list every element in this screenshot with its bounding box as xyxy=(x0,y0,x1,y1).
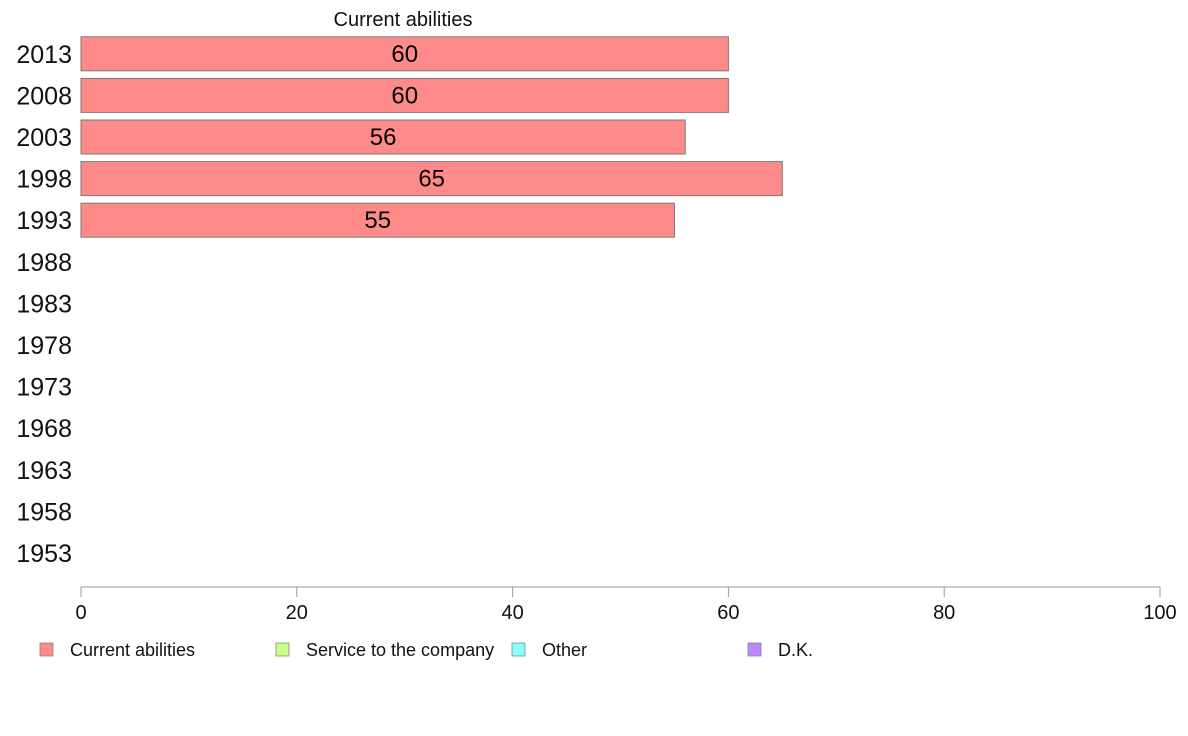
y-tick-label: 1978 xyxy=(16,332,72,360)
data-label: 60 xyxy=(391,82,418,109)
y-tick-label: 1968 xyxy=(16,415,72,443)
y-tick-label: 2003 xyxy=(16,124,72,152)
x-tick-label: 0 xyxy=(75,602,86,624)
legend-label: D.K. xyxy=(778,640,813,660)
legend-swatch xyxy=(511,642,526,657)
legend-swatch xyxy=(39,642,54,657)
data-labels: 60 60 56 65 55 xyxy=(364,41,445,234)
x-tick-label: 60 xyxy=(717,602,739,624)
legend: Current abilities Service to the company O… xyxy=(39,640,813,660)
y-tick-label: 1993 xyxy=(16,207,72,235)
bar xyxy=(80,36,729,72)
series-title: Current abilities xyxy=(334,9,473,31)
y-tick-label: 1973 xyxy=(16,374,72,402)
x-tick-label: 80 xyxy=(933,602,955,624)
bar xyxy=(80,202,675,238)
y-tick-label: 2013 xyxy=(16,41,72,69)
legend-label: Current abilities xyxy=(70,640,195,660)
y-tick-label: 2008 xyxy=(16,82,72,110)
data-label: 55 xyxy=(364,207,391,234)
bars xyxy=(80,36,783,238)
data-label: 56 xyxy=(370,124,397,151)
x-tick-label: 100 xyxy=(1143,602,1176,624)
y-tick-label: 1988 xyxy=(16,249,72,277)
data-label: 60 xyxy=(391,41,418,68)
bar xyxy=(80,119,686,155)
legend-swatch xyxy=(275,642,290,657)
x-axis: 0 20 40 60 80 100 xyxy=(75,586,1177,624)
y-tick-label: 1963 xyxy=(16,457,72,485)
bar xyxy=(80,77,729,113)
x-tick-label: 20 xyxy=(286,602,308,624)
y-tick-label: 1953 xyxy=(16,540,72,568)
y-tick-label: 1983 xyxy=(16,290,72,318)
x-tick-label: 40 xyxy=(501,602,523,624)
y-tick-label: 1998 xyxy=(16,166,72,194)
y-axis-labels: 2013 2008 2003 1998 1993 1988 1983 1978 1973 1968… xyxy=(16,41,72,568)
legend-label: Service to the company xyxy=(306,640,494,660)
bar xyxy=(80,161,783,197)
y-tick-label: 1958 xyxy=(16,498,72,526)
data-label: 65 xyxy=(418,166,445,193)
legend-label: Other xyxy=(542,640,587,660)
legend-swatch xyxy=(747,642,762,657)
